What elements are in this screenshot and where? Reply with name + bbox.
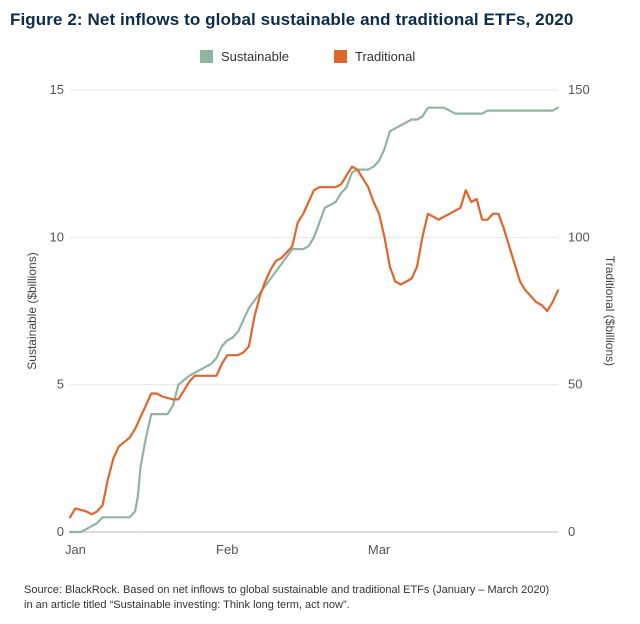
y-tick-right-label: 150 bbox=[568, 82, 590, 97]
legend-item-traditional: Traditional bbox=[334, 49, 415, 64]
source-line-1: Source: BlackRock. Based on net inflows … bbox=[24, 584, 550, 596]
x-tick-label: Mar bbox=[368, 542, 391, 557]
chart-legend: Sustainable Traditional bbox=[0, 49, 640, 67]
series-line-traditional bbox=[68, 165, 560, 519]
chart-title: Figure 2: Net inflows to global sustaina… bbox=[10, 10, 574, 29]
legend-label-sustainable: Sustainable bbox=[221, 49, 289, 64]
legend-item-sustainable: Sustainable bbox=[200, 49, 289, 64]
legend-swatch-traditional bbox=[334, 50, 347, 63]
y-tick-right-label: 50 bbox=[568, 377, 582, 392]
series-line-sustainable bbox=[68, 106, 560, 534]
legend-label-traditional: Traditional bbox=[355, 49, 416, 64]
source-line-2: in an article titled “Sustainable invest… bbox=[24, 599, 350, 611]
x-tick-label: Jan bbox=[65, 542, 86, 557]
y-axis-left-title: Sustainable ($billions) bbox=[25, 252, 39, 369]
x-tick-label: Feb bbox=[216, 542, 238, 557]
y-axis-right-title: Traditional ($billions) bbox=[603, 256, 617, 366]
y-tick-right-label: 100 bbox=[568, 229, 590, 244]
legend-swatch-sustainable bbox=[200, 50, 213, 63]
y-tick-left-label: 0 bbox=[57, 524, 64, 539]
y-tick-left-label: 10 bbox=[50, 229, 64, 244]
y-tick-left-label: 5 bbox=[57, 377, 64, 392]
y-tick-left-label: 15 bbox=[50, 82, 64, 97]
chart-plot: 0 0 5 50 10 100 15 150 Jan Feb Mar Sustainable ($bi… bbox=[25, 82, 617, 557]
y-tick-right-label: 0 bbox=[568, 524, 575, 539]
source-note: Source: BlackRock. Based on net inflows … bbox=[24, 583, 620, 613]
